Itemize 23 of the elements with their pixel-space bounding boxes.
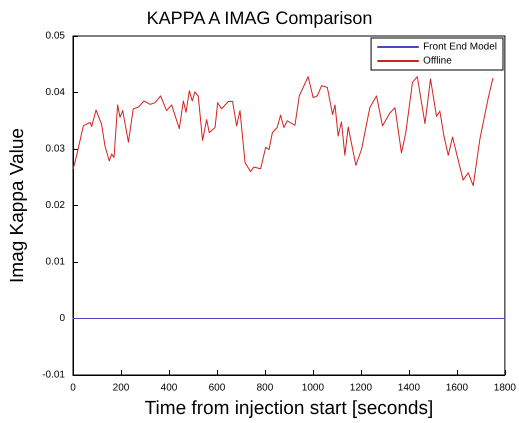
- x-tick-label: 1400: [398, 382, 420, 394]
- y-tick-label: 0.04: [46, 87, 66, 98]
- x-tick-label: 400: [160, 382, 178, 394]
- x-tick-label: 800: [256, 382, 274, 394]
- y-tick-label: 0.01: [46, 256, 66, 268]
- x-axis-title: Time from injection start [seconds]: [144, 398, 434, 419]
- y-tick-label: 0.02: [46, 200, 66, 211]
- x-tick-label: 1200: [350, 382, 372, 394]
- y-tick-label: 0.03: [46, 144, 66, 154]
- y-axis-title: Imag Kappa Value: [7, 128, 28, 283]
- y-tick-label: -0.01: [42, 370, 66, 380]
- x-tick-label: 200: [112, 382, 130, 394]
- x-tick-label: 600: [208, 382, 226, 394]
- x-tick-label: 1600: [446, 382, 468, 394]
- x-tick-label: 0: [70, 382, 76, 394]
- chart-title: KAPPA A IMAG Comparison: [146, 8, 372, 28]
- legend-label: Front End Model: [423, 42, 498, 52]
- y-tick-label: 0: [59, 313, 66, 324]
- x-tick-label: 1000: [302, 382, 324, 394]
- line-series: [72, 76, 494, 186]
- y-tick-label: 0.05: [46, 30, 66, 42]
- legend-label: Offline: [423, 56, 452, 66]
- x-tick-label: 1800: [494, 382, 516, 394]
